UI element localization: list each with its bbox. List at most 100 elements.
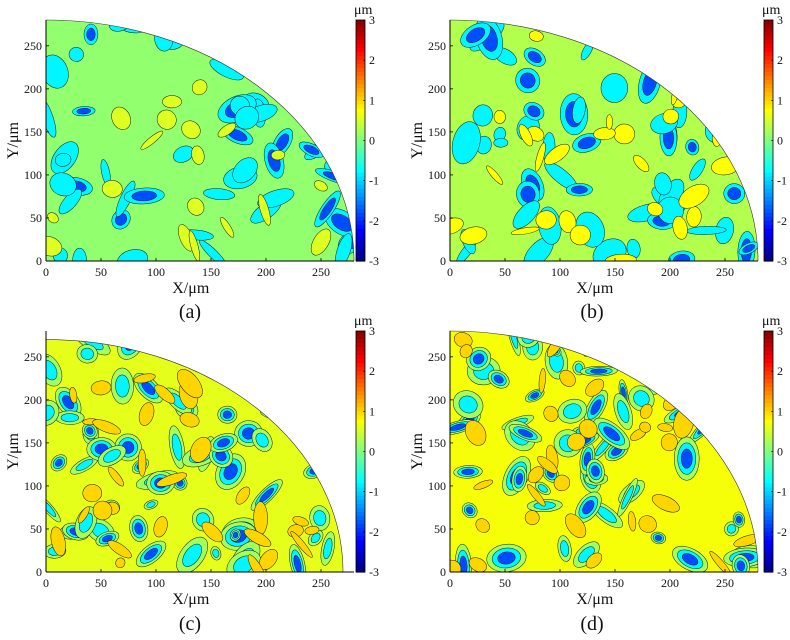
contour-blob [229, 528, 242, 542]
contour-blob [737, 416, 758, 433]
colorbar-tick-label: 1 [777, 93, 783, 107]
contour-blob [305, 425, 322, 451]
contour-blob [705, 35, 726, 69]
x-axis-title: X/μm [172, 280, 210, 297]
contour-bump [678, 359, 699, 374]
contour-blob [265, 375, 296, 396]
colorbar-unit: μm [354, 314, 373, 329]
contour-bump [675, 43, 691, 69]
colorbar-tick-label: 3 [777, 324, 783, 338]
contour-bump [258, 194, 271, 226]
contour-blob [46, 399, 60, 426]
contour-blob [575, 491, 602, 523]
contour-bump [538, 368, 546, 394]
contour-bump [528, 30, 544, 42]
colorbar-tick-label: 2 [369, 364, 375, 378]
contour-blob [265, 339, 280, 360]
contour-bump [585, 378, 605, 397]
contour-bump [289, 408, 308, 428]
colorbar-tick-label: -2 [777, 525, 787, 539]
contour-base [46, 20, 354, 261]
region-boundary [449, 19, 759, 262]
contour-bump [179, 412, 200, 428]
contour-bump [92, 419, 121, 435]
contour-blob [650, 531, 666, 545]
contour-blob [232, 157, 258, 184]
contour-blob [700, 351, 717, 380]
contour-bump [138, 402, 155, 426]
x-tick-label: 200 [661, 265, 679, 279]
contour-bump [693, 80, 710, 94]
contour-blob [234, 105, 259, 130]
contour-bump [735, 448, 749, 466]
contour-bump [191, 79, 208, 96]
contour-blob [731, 554, 750, 572]
y-axis-title: Y/μm [409, 432, 426, 470]
contour-bump [640, 403, 653, 419]
colorbar-tick-label: 1 [369, 93, 375, 107]
y-tick-label: 250 [428, 350, 446, 364]
contour-blob [286, 343, 319, 380]
contour-bump [585, 552, 603, 569]
y-tick-label: 200 [24, 82, 42, 96]
contour-blob [55, 410, 85, 425]
x-tick-label: 50 [95, 265, 107, 279]
x-tick-label: 100 [551, 265, 569, 279]
x-tick-label: 0 [447, 576, 453, 590]
contour-bump [90, 380, 112, 396]
contour-bump [537, 456, 558, 474]
contour-blob [695, 45, 713, 80]
contour-blob [54, 152, 72, 167]
y-tick-label: 0 [440, 254, 446, 268]
contour-blob [673, 436, 700, 481]
contour-bump [69, 387, 78, 404]
contour-blob [130, 339, 157, 348]
y-tick-label: 150 [428, 125, 446, 139]
y-tick-label: 250 [24, 350, 42, 364]
contour-bump [510, 226, 540, 236]
y-tick-label: 150 [428, 436, 446, 450]
panel-b: 0 50 100 150 200 250 0 50 100 150 200 250 X/μm Y/μm -3… [409, 3, 787, 323]
y-tick-label: 0 [36, 565, 42, 579]
contour-bump [50, 526, 66, 557]
colorbar-tick-label: 1 [777, 404, 783, 418]
contour-blob [50, 454, 68, 472]
contour-blob [129, 515, 149, 542]
contour-bump [220, 217, 235, 238]
panel-d: 0 50 100 150 200 250 0 50 100 150 200 250 X/μm Y/μm -3… [409, 314, 787, 635]
contour-blob [689, 158, 706, 181]
contour-bump [459, 344, 473, 359]
contour-bump [177, 369, 203, 399]
colorbar-tick-label: 0 [369, 445, 375, 459]
contour-blob [534, 481, 551, 496]
contour-blob [290, 367, 322, 380]
contour-bump [543, 405, 559, 422]
contour-bump [733, 534, 758, 548]
contour-blob [487, 369, 510, 389]
contour-blob [288, 544, 307, 572]
contour-blob [732, 511, 745, 528]
region-boundary [45, 339, 344, 573]
contour-blob [314, 190, 341, 228]
contour-blob [584, 390, 608, 425]
y-tick-label: 50 [434, 211, 446, 225]
contour-blob [585, 20, 614, 43]
contour-bump [668, 338, 684, 347]
y-tick-label: 100 [24, 479, 42, 493]
panel-c: 0 50 100 150 200 250 0 50 100 150 200 250 X/μm Y/μm -3… [5, 314, 379, 635]
contour-bump [303, 82, 329, 97]
x-tick-label: 200 [661, 576, 679, 590]
contour-bump [662, 108, 679, 125]
contour-bump [657, 423, 673, 432]
colorbar-tick-label: 3 [777, 13, 783, 27]
contour-blob [508, 424, 543, 443]
contour-blob [672, 546, 709, 572]
colorbar: -3 -2 -1 0 1 2 3μm [762, 3, 787, 268]
y-axis-title: Y/μm [5, 121, 22, 159]
contour-bump [468, 557, 487, 572]
x-tick-label: 150 [202, 265, 220, 279]
contour-bump [304, 525, 320, 535]
contour-blob [248, 347, 276, 362]
contour-bump [191, 145, 205, 165]
contour-blob [523, 102, 545, 121]
